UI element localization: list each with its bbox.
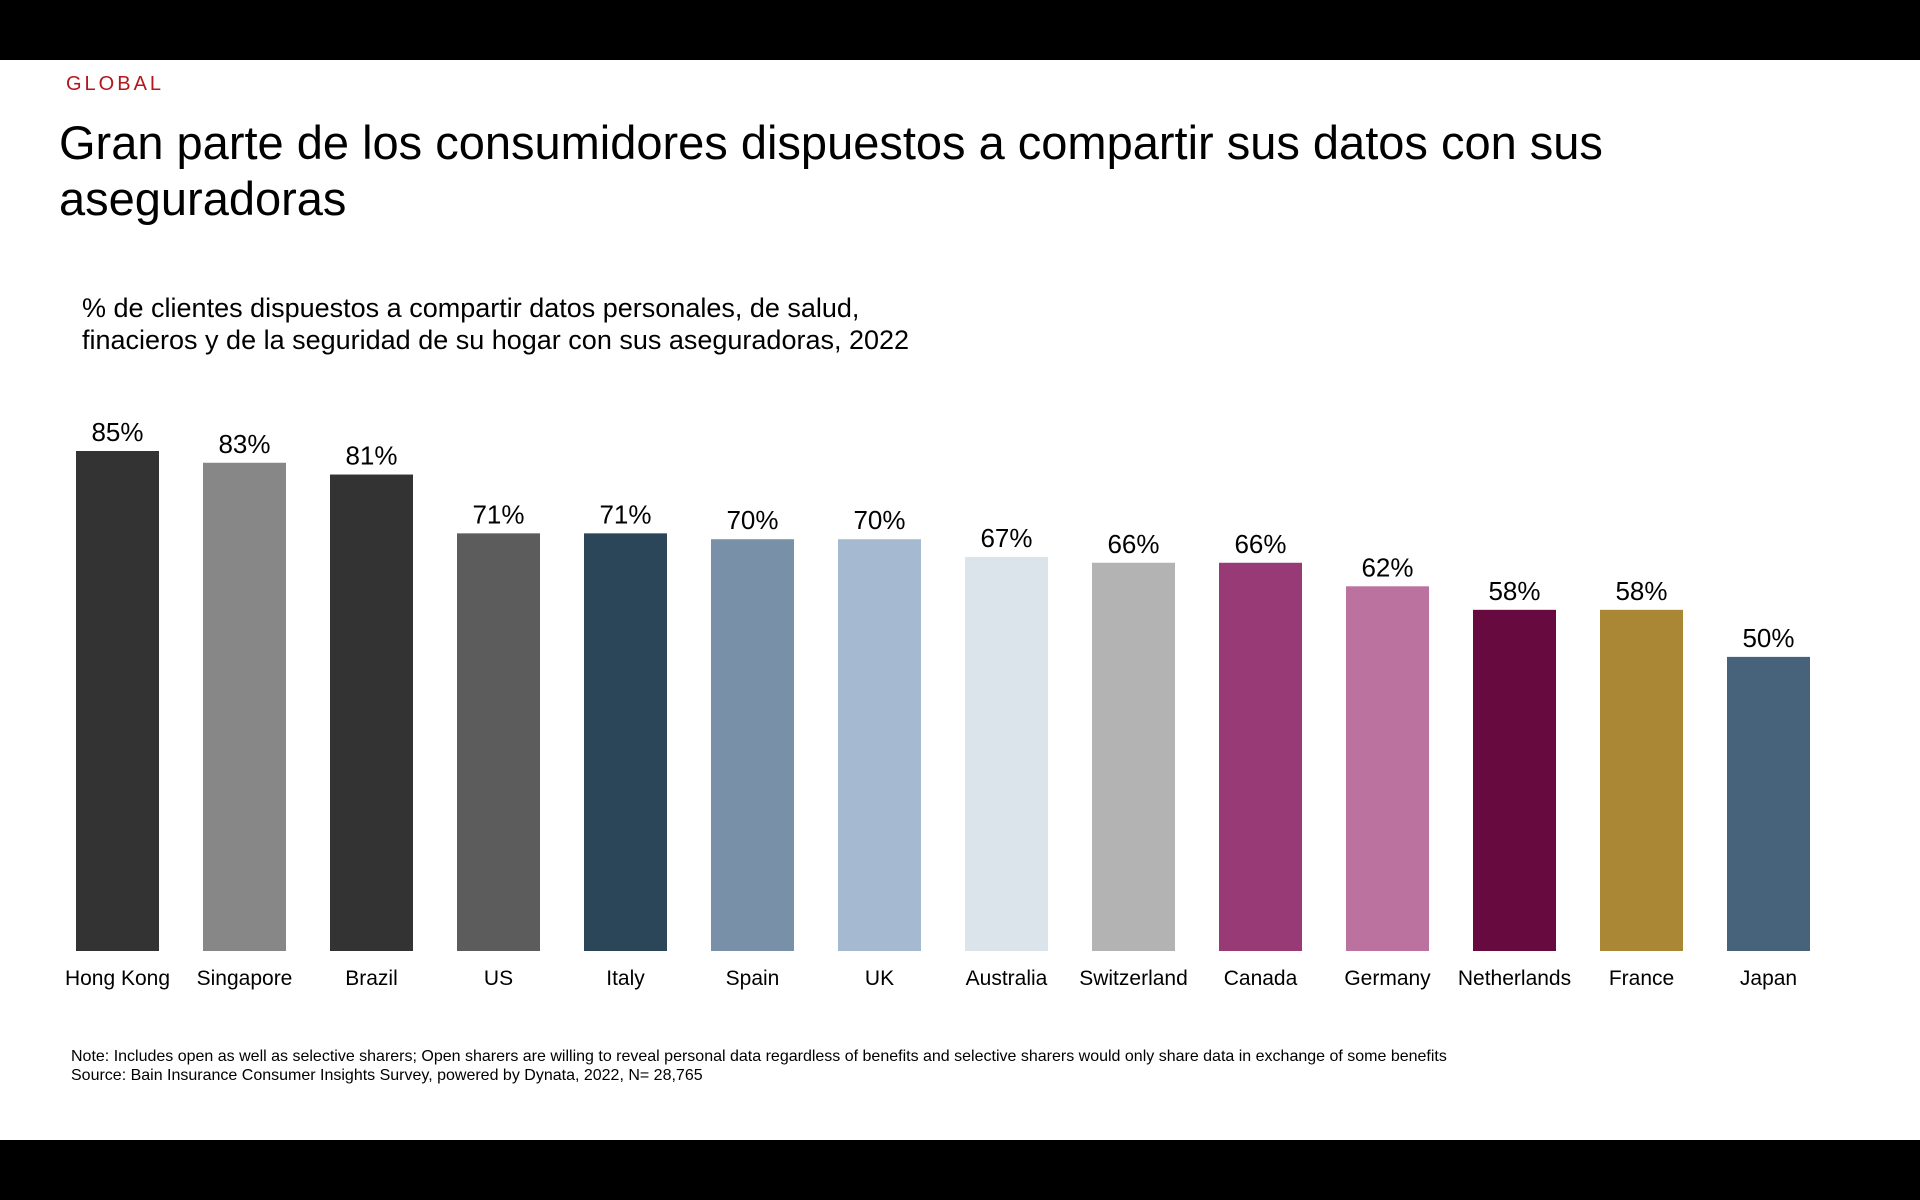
bar-singapore (203, 462, 286, 951)
bar-us (457, 533, 540, 951)
data-label-japan: 50% (1742, 623, 1794, 653)
x-tick-label-germany: Germany (1344, 967, 1431, 990)
chart-subtitle: % de clientes dispuestos a compartir dat… (82, 292, 1082, 356)
x-tick-label-brazil: Brazil (345, 967, 398, 990)
x-tick-label-australia: Australia (966, 967, 1048, 990)
bar-italy (584, 533, 667, 951)
data-label-uk: 70% (853, 505, 905, 535)
data-label-italy: 71% (599, 499, 651, 529)
kicker-label: GLOBAL (66, 73, 165, 95)
page-title: Gran parte de los consumidores dispuesto… (59, 116, 1603, 225)
data-label-brazil: 81% (345, 441, 397, 471)
x-tick-label-singapore: Singapore (197, 967, 293, 990)
chart-subtitle-line-2: finacieros y de la seguridad de su hogar… (82, 325, 910, 355)
bar-brazil (330, 474, 413, 951)
x-tick-label-japan: Japan (1740, 967, 1797, 990)
footnotes: Note: Includes open as well as selective… (71, 1047, 1447, 1085)
bar-switzerland (1092, 562, 1175, 951)
bar-canada (1219, 562, 1302, 951)
data-label-germany: 62% (1361, 552, 1413, 582)
top-letterbox (0, 0, 1920, 60)
x-tick-label-uk: UK (865, 967, 894, 990)
bar-uk (838, 539, 921, 951)
x-tick-label-canada: Canada (1224, 967, 1298, 990)
x-tick-label-us: US (484, 967, 513, 990)
chart-subtitle-line-1: % de clientes dispuestos a compartir dat… (82, 293, 860, 323)
data-label-canada: 66% (1234, 529, 1286, 559)
data-label-spain: 70% (726, 505, 778, 535)
data-label-switzerland: 66% (1107, 529, 1159, 559)
bar-netherlands (1473, 609, 1556, 951)
bar-japan (1727, 656, 1810, 951)
x-tick-label-switzerland: Switzerland (1079, 967, 1188, 990)
bar-germany (1346, 586, 1429, 951)
footnote-source: Source: Bain Insurance Consumer Insights… (71, 1067, 703, 1084)
bar-spain (711, 539, 794, 951)
bottom-letterbox (0, 1140, 1920, 1200)
data-label-hong-kong: 85% (91, 417, 143, 447)
x-tick-label-netherlands: Netherlands (1458, 967, 1571, 990)
x-tick-label-italy: Italy (606, 967, 645, 990)
x-tick-label-hong-kong: Hong Kong (65, 967, 170, 990)
data-label-netherlands: 58% (1488, 576, 1540, 606)
x-tick-label-spain: Spain (726, 967, 780, 990)
data-label-australia: 67% (980, 523, 1032, 553)
footnote-note: Note: Includes open as well as selective… (71, 1048, 1447, 1065)
data-label-france: 58% (1615, 576, 1667, 606)
data-label-singapore: 83% (218, 429, 270, 459)
bar-hong-kong (76, 451, 159, 951)
bar-australia (965, 556, 1048, 951)
x-tick-label-france: France (1609, 967, 1674, 990)
bar-france (1600, 609, 1683, 951)
data-label-us: 71% (472, 499, 524, 529)
